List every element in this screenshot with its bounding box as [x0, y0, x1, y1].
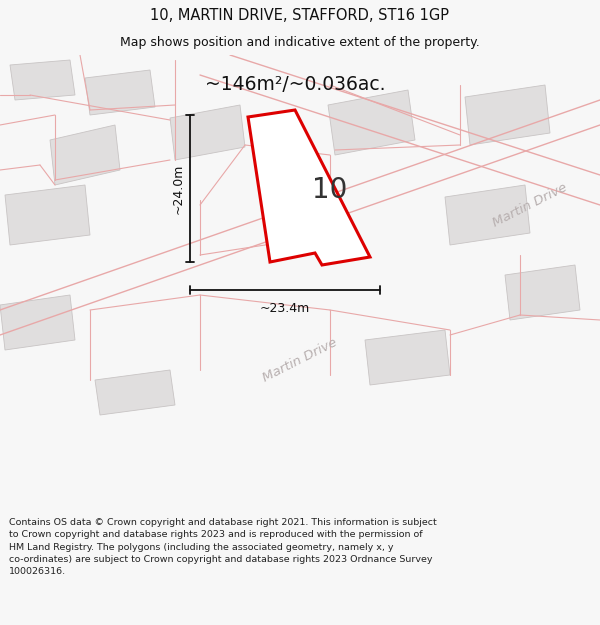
- Polygon shape: [5, 185, 90, 245]
- Polygon shape: [170, 105, 245, 160]
- Polygon shape: [248, 110, 370, 265]
- Polygon shape: [10, 60, 75, 100]
- Text: Map shows position and indicative extent of the property.: Map shows position and indicative extent…: [120, 36, 480, 49]
- Polygon shape: [365, 330, 450, 385]
- Text: Martin Drive: Martin Drive: [260, 336, 340, 384]
- Text: ~24.0m: ~24.0m: [172, 163, 185, 214]
- Text: 10, MARTIN DRIVE, STAFFORD, ST16 1GP: 10, MARTIN DRIVE, STAFFORD, ST16 1GP: [151, 8, 449, 23]
- Polygon shape: [0, 295, 75, 350]
- Polygon shape: [95, 370, 175, 415]
- Text: ~146m²/~0.036ac.: ~146m²/~0.036ac.: [205, 76, 385, 94]
- Text: ~23.4m: ~23.4m: [260, 301, 310, 314]
- Polygon shape: [505, 265, 580, 320]
- Text: Contains OS data © Crown copyright and database right 2021. This information is : Contains OS data © Crown copyright and d…: [9, 518, 437, 576]
- Polygon shape: [50, 125, 120, 185]
- Text: 10: 10: [313, 176, 347, 204]
- Polygon shape: [445, 185, 530, 245]
- Polygon shape: [328, 90, 415, 155]
- Text: Martin Drive: Martin Drive: [491, 181, 569, 229]
- Polygon shape: [85, 70, 155, 115]
- Polygon shape: [465, 85, 550, 145]
